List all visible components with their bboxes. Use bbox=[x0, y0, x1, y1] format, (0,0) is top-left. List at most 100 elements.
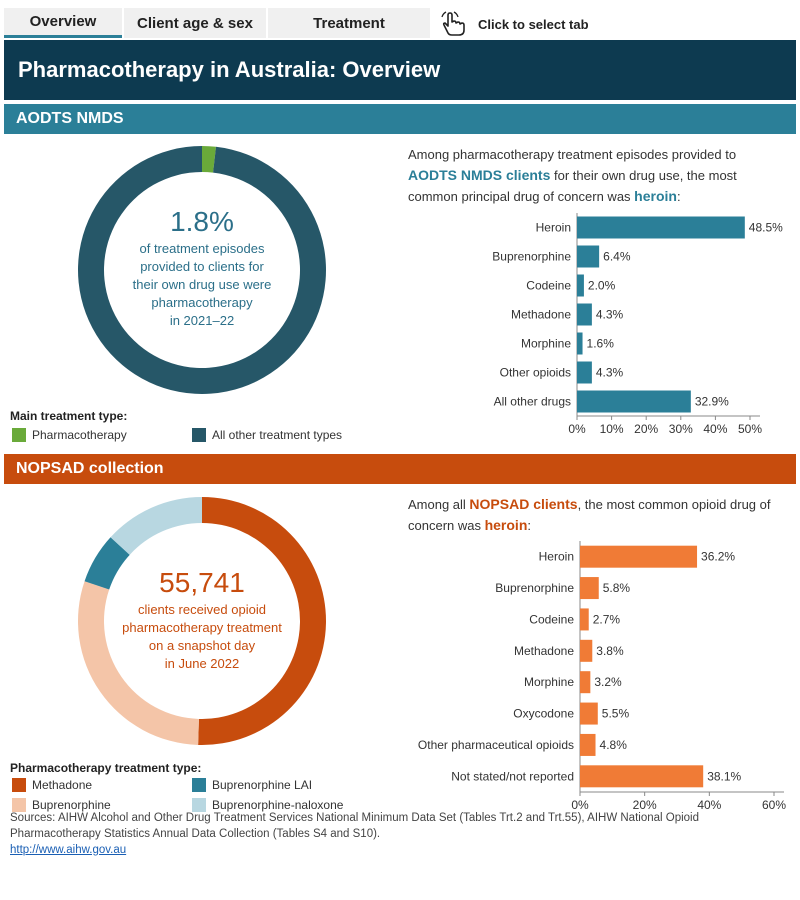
x-tick-label: 60% bbox=[762, 798, 786, 812]
legend-swatch bbox=[12, 778, 26, 792]
bar-category-label: Other pharmaceutical opioids bbox=[418, 738, 574, 752]
aodts-donut-line: provided to clients for bbox=[140, 259, 264, 274]
nopsad-donut-line: in June 2022 bbox=[164, 656, 240, 671]
x-tick-label: 0% bbox=[571, 798, 589, 812]
bar-category-label: Buprenorphine bbox=[492, 250, 571, 264]
bar-category-label: Morphine bbox=[521, 337, 571, 351]
bar-category-label: Heroin bbox=[539, 550, 574, 564]
aodts-donut-line: in 2021–22 bbox=[169, 313, 235, 328]
bar-value-label: 5.8% bbox=[603, 581, 631, 595]
bar bbox=[577, 361, 592, 384]
bar-category-label: Morphine bbox=[524, 675, 574, 689]
bar bbox=[580, 545, 698, 568]
bar bbox=[580, 765, 704, 788]
nopsad-donut-value: 55,741 bbox=[159, 567, 245, 598]
legend-swatch bbox=[12, 798, 26, 812]
bar-value-label: 2.7% bbox=[593, 612, 621, 626]
nopsad-donut-line: pharmacotherapy treatment bbox=[122, 620, 282, 635]
nopsad-donut-label: 55,741 clients received opioid pharmacot… bbox=[110, 567, 294, 673]
bar-category-label: All other drugs bbox=[494, 395, 571, 409]
bar-category-label: Methadone bbox=[511, 308, 571, 322]
intro-text: Among pharmacotherapy treatment episodes… bbox=[408, 147, 737, 162]
donut-slice-buprenorphine bbox=[77, 581, 199, 745]
intro-text: : bbox=[676, 189, 681, 204]
intro-text: Among all bbox=[408, 497, 470, 512]
bar bbox=[580, 733, 596, 756]
tab-overview[interactable]: Overview bbox=[4, 8, 122, 38]
intro-text: , the most common opioid drug of bbox=[577, 497, 771, 512]
aodts-donut-value: 1.8% bbox=[170, 206, 234, 237]
nopsad-donut-line: on a snapshot day bbox=[148, 638, 256, 653]
intro-highlight: heroin bbox=[484, 517, 528, 533]
legend-swatch bbox=[12, 428, 26, 442]
donut-slice-buprenorphine-naloxone bbox=[110, 497, 202, 555]
x-tick-label: 50% bbox=[738, 422, 762, 436]
legend-item-pharmacotherapy: Pharmacotherapy bbox=[12, 428, 127, 442]
legend-item-methadone: Methadone bbox=[12, 778, 92, 792]
intro-text: common principal drug of concern was bbox=[408, 189, 635, 204]
intro-highlight: AODTS NMDS clients bbox=[408, 167, 551, 183]
tab-client-age-sex[interactable]: Client age & sex bbox=[124, 8, 266, 38]
donut-slice-buprenorphine-lai bbox=[84, 537, 130, 590]
bar bbox=[577, 332, 583, 355]
tab-hint-text: Click to select tab bbox=[478, 16, 589, 32]
tab-treatment[interactable]: Treatment bbox=[268, 8, 430, 38]
bar-value-label: 48.5% bbox=[749, 221, 783, 235]
pointing-hand-icon bbox=[441, 11, 465, 36]
intro-text: concern was bbox=[408, 518, 485, 533]
bar-value-label: 4.8% bbox=[600, 738, 628, 752]
bar-category-label: Other opioids bbox=[500, 366, 571, 380]
nopsad-legend-title: Pharmacotherapy treatment type: bbox=[10, 761, 202, 775]
bar-value-label: 4.3% bbox=[596, 366, 624, 380]
bar-value-label: 6.4% bbox=[603, 250, 631, 264]
bar-value-label: 5.5% bbox=[602, 707, 630, 721]
bar bbox=[577, 390, 691, 413]
bar-category-label: Not stated/not reported bbox=[451, 769, 574, 783]
sources-text: Sources: AIHW Alcohol and Other Drug Tre… bbox=[10, 812, 700, 840]
intro-highlight: heroin bbox=[634, 188, 677, 204]
intro-text: : bbox=[527, 518, 531, 533]
x-tick-label: 40% bbox=[703, 422, 727, 436]
aodts-intro-text: Among pharmacotherapy treatment episodes… bbox=[408, 145, 793, 207]
tab-hint: Click to select tab bbox=[440, 10, 589, 38]
bar bbox=[580, 639, 593, 662]
bar-category-label: Methadone bbox=[514, 644, 574, 658]
aodts-legend-title: Main treatment type: bbox=[10, 409, 128, 423]
legend-label: All other treatment types bbox=[212, 428, 343, 442]
bar bbox=[577, 216, 745, 239]
aodts-donut-line: of treatment episodes bbox=[139, 241, 265, 256]
bar-category-label: Codeine bbox=[526, 279, 571, 293]
x-tick-label: 20% bbox=[634, 422, 658, 436]
x-tick-label: 20% bbox=[633, 798, 657, 812]
bar-category-label: Oxycodone bbox=[513, 707, 574, 721]
bar-value-label: 1.6% bbox=[587, 337, 615, 351]
legend-label: Buprenorphine LAI bbox=[212, 778, 313, 792]
bar bbox=[577, 274, 584, 297]
legend-label: Buprenorphine-naloxone bbox=[212, 798, 344, 812]
legend-item-buprenorphine: Buprenorphine bbox=[12, 798, 111, 812]
legend-swatch bbox=[192, 778, 206, 792]
aihw-link[interactable]: http://www.aihw.gov.au bbox=[10, 844, 127, 856]
bar-value-label: 36.2% bbox=[701, 550, 735, 564]
x-tick-label: 10% bbox=[600, 422, 624, 436]
bar-category-label: Codeine bbox=[529, 612, 574, 626]
legend-item-buprenorphine-lai: Buprenorphine LAI bbox=[192, 778, 312, 792]
nopsad-donut-line: clients received opioid bbox=[138, 602, 266, 617]
aodts-donut-line: their own drug use were bbox=[132, 277, 272, 292]
intro-text: for their own drug use, the most bbox=[550, 168, 737, 183]
aodts-donut-line: pharmacotherapy bbox=[151, 295, 253, 310]
x-tick-label: 0% bbox=[568, 422, 586, 436]
x-tick-label: 40% bbox=[697, 798, 721, 812]
section-header-aodts: AODTS NMDS bbox=[4, 104, 796, 134]
bar-category-label: Heroin bbox=[536, 221, 571, 235]
tab-bar: Overview Client age & sex Treatment Clic… bbox=[4, 8, 796, 40]
legend-label: Methadone bbox=[32, 778, 93, 792]
x-tick-label: 30% bbox=[669, 422, 693, 436]
legend-swatch bbox=[192, 428, 206, 442]
nopsad-intro-text: Among all NOPSAD clients, the most commo… bbox=[408, 494, 793, 536]
bar-value-label: 3.2% bbox=[594, 675, 622, 689]
bar-value-label: 32.9% bbox=[695, 395, 729, 409]
legend-swatch bbox=[192, 798, 206, 812]
aodts-donut-label: 1.8% of treatment episodes provided to c… bbox=[110, 206, 294, 330]
